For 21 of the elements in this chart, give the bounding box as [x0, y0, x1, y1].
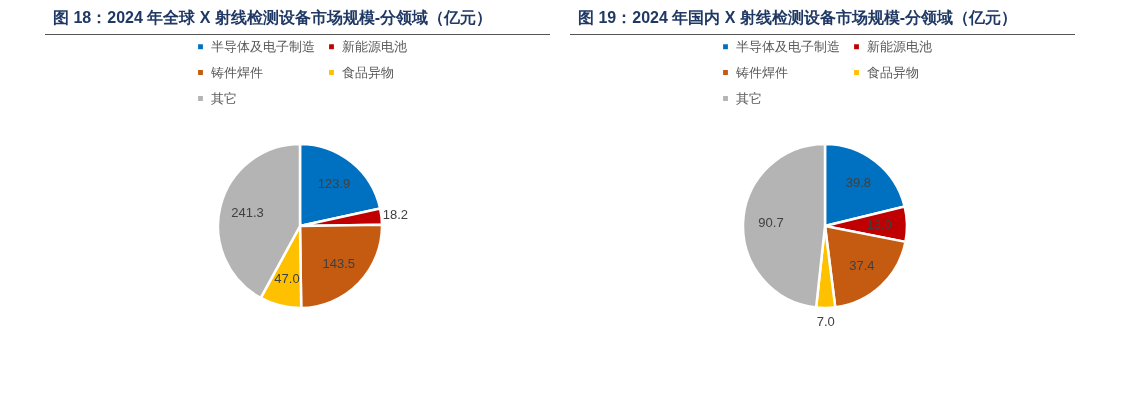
data-label: 37.4: [849, 257, 875, 273]
legend-label: 食品异物: [867, 64, 919, 80]
legend-label: 半导体及电子制造: [736, 38, 840, 54]
chart-title: 图 18：2024 年全球 X 射线检测设备市场规模-分领域（亿元）: [45, 8, 550, 35]
legend-label: 铸件焊件: [735, 64, 788, 80]
data-label: 7.0: [816, 314, 835, 329]
legend-label: 其它: [736, 90, 762, 106]
data-label: 39.8: [845, 175, 872, 191]
legend-label: 食品异物: [342, 64, 394, 80]
legend-label: 铸件焊件: [210, 64, 263, 80]
chart-title: 图 19：2024 年国内 X 射线检测设备市场规模-分领域（亿元）: [570, 8, 1075, 35]
data-label: 18.2: [382, 207, 409, 223]
data-label: 241.3: [231, 204, 264, 220]
data-label: 143.5: [322, 255, 356, 271]
data-label: 90.7: [758, 215, 784, 231]
data-label: 13.0: [866, 216, 892, 232]
legend-label: 其它: [211, 90, 237, 106]
legend-label: 新能源电池: [867, 38, 932, 54]
data-label: 123.9: [317, 175, 351, 191]
legend-label: 新能源电池: [342, 38, 407, 54]
legend-label: 半导体及电子制造: [211, 38, 315, 54]
